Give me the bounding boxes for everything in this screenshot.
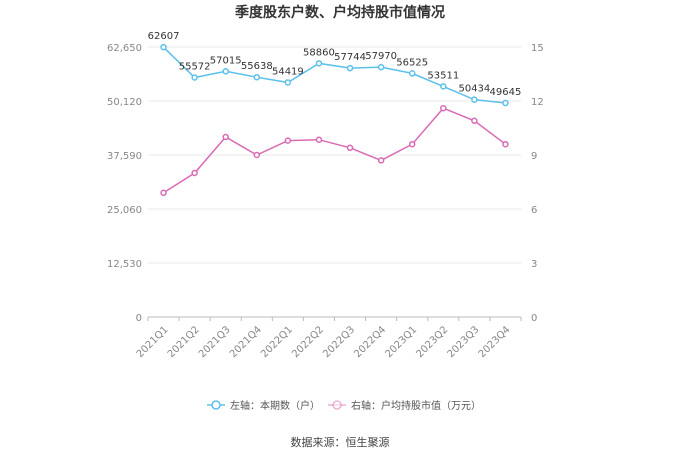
series-1-point[interactable] xyxy=(471,117,478,125)
series-1-point[interactable] xyxy=(253,151,261,159)
y-left-tick-label: 62,650 xyxy=(107,43,142,54)
data-label: 57970 xyxy=(365,51,397,62)
series-1-point[interactable] xyxy=(346,144,354,152)
series-0-point[interactable] xyxy=(253,73,261,81)
x-tick-label: 2022Q3 xyxy=(321,324,357,360)
y-left-tick-label: 50,120 xyxy=(107,97,142,108)
series-0-point[interactable] xyxy=(284,79,292,86)
series-1-point[interactable] xyxy=(440,104,447,112)
series-0-point[interactable] xyxy=(191,74,198,81)
series-1-point[interactable] xyxy=(160,189,167,197)
x-tick-label: 2021Q2 xyxy=(166,324,202,360)
data-label: 53511 xyxy=(427,70,459,81)
x-tick-label: 2021Q4 xyxy=(228,324,264,360)
chart-title: 季度股东户数、户均持股市值情况 xyxy=(234,4,445,21)
data-label: 58860 xyxy=(303,47,335,58)
x-tick-label: 2023Q4 xyxy=(477,324,513,360)
data-label: 54419 xyxy=(272,66,304,77)
y-right-tick-label: 6 xyxy=(531,205,537,216)
series-0-point[interactable] xyxy=(440,83,447,90)
series-lines xyxy=(163,46,506,194)
x-tick-label: 2023Q3 xyxy=(446,324,482,360)
data-label: 56525 xyxy=(396,57,428,68)
data-label: 55572 xyxy=(179,62,211,73)
series-0-point[interactable] xyxy=(315,60,323,67)
series-line-1 xyxy=(163,107,506,194)
legend-label-left: 左轴：本期数（户） xyxy=(230,399,320,412)
x-tick-label: 2022Q2 xyxy=(290,324,326,360)
data-source: 数据来源：恒生聚源 xyxy=(291,435,390,449)
series-0-point[interactable] xyxy=(222,68,229,75)
y-right-tick-label: 3 xyxy=(531,259,537,270)
y-left-tick-label: 12,530 xyxy=(107,259,142,270)
legend-item-right[interactable]: 右轴：户均持股市值（万元） xyxy=(328,399,481,412)
series-1-point[interactable] xyxy=(284,137,292,144)
legend-marker-left xyxy=(211,400,221,410)
series-0-point[interactable] xyxy=(377,63,385,71)
series-1-point[interactable] xyxy=(315,136,323,143)
series-1-point[interactable] xyxy=(408,140,416,148)
x-tick-label: 2022Q1 xyxy=(259,324,295,360)
x-tick-label: 2021Q1 xyxy=(135,324,171,360)
data-label: 57015 xyxy=(210,55,242,66)
data-label: 55638 xyxy=(241,61,273,72)
series-1-point[interactable] xyxy=(377,157,385,164)
series-1-point[interactable] xyxy=(191,169,198,177)
y-left-tick-label: 37,590 xyxy=(107,151,142,162)
x-tick-label: 2021Q3 xyxy=(197,324,233,360)
series-1-point[interactable] xyxy=(222,133,229,141)
series-0-point[interactable] xyxy=(471,96,478,103)
series-points xyxy=(160,43,509,197)
x-tick-label: 2023Q1 xyxy=(383,324,419,360)
y-right-tick-label: 9 xyxy=(531,151,537,162)
x-tick-label: 2022Q4 xyxy=(352,324,388,360)
series-0-point[interactable] xyxy=(160,43,167,51)
y-left-tick-label: 0 xyxy=(136,313,142,324)
y-right-tick-label: 0 xyxy=(531,313,537,324)
legend[interactable]: 左轴：本期数（户） 右轴：户均持股市值（万元） xyxy=(207,399,481,412)
y-left-tick-label: 25,060 xyxy=(107,205,142,216)
data-label: 62607 xyxy=(148,31,180,42)
series-0-point[interactable] xyxy=(502,99,509,107)
legend-marker-right xyxy=(332,400,342,410)
legend-item-left[interactable]: 左轴：本期数（户） xyxy=(207,399,320,412)
x-tick-label: 2023Q2 xyxy=(415,324,451,360)
series-0-point[interactable] xyxy=(346,64,354,72)
series-0-point[interactable] xyxy=(408,70,416,77)
series-line-0 xyxy=(163,46,506,104)
y-right-tick-label: 12 xyxy=(531,97,544,108)
data-label: 50434 xyxy=(458,84,490,95)
series-1-point[interactable] xyxy=(502,140,509,148)
data-label: 49645 xyxy=(490,87,522,98)
data-label: 57744 xyxy=(334,52,366,63)
y-right-tick-label: 15 xyxy=(531,43,544,54)
legend-label-right: 右轴：户均持股市值（万元） xyxy=(351,399,481,412)
